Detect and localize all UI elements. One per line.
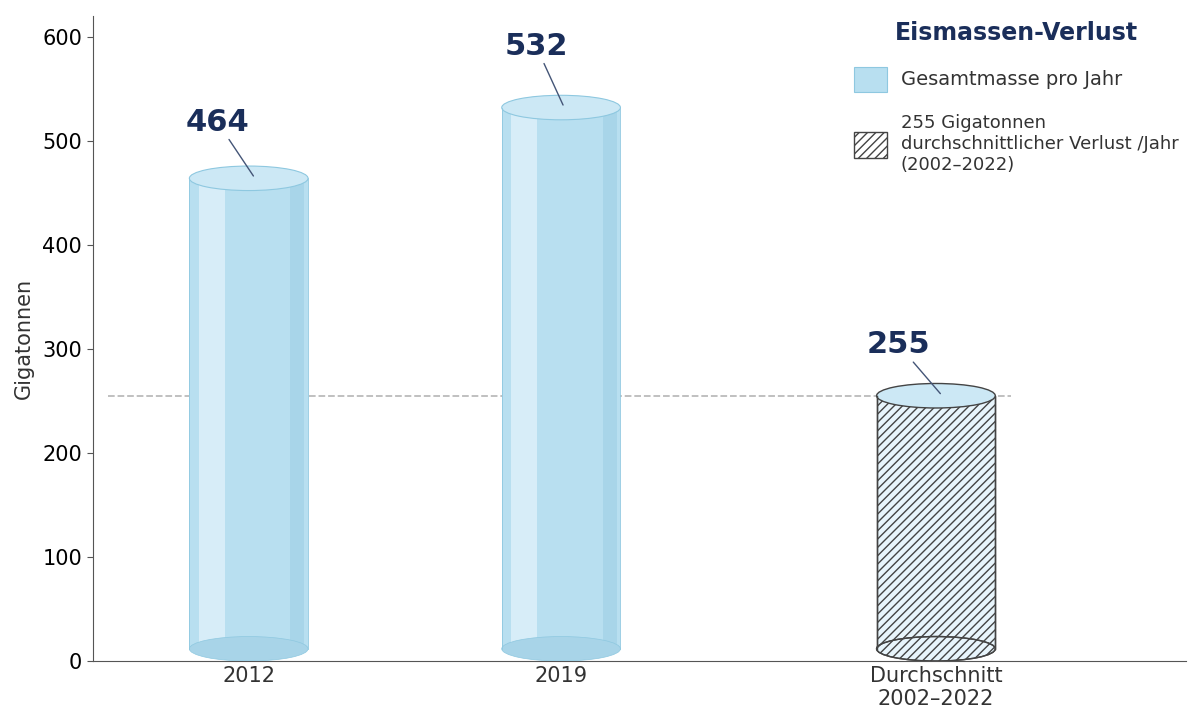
Bar [290,179,305,649]
Ellipse shape [502,636,620,661]
Ellipse shape [876,636,995,661]
Ellipse shape [876,383,995,408]
Ellipse shape [190,636,308,661]
Bar [190,179,308,649]
Ellipse shape [502,95,620,120]
Bar [502,108,620,649]
Bar [199,179,224,649]
Legend: Gesamtmasse pro Jahr, 255 Gigatonnen
durchschnittlicher Verlust /Jahr
(2002–2022: Gesamtmasse pro Jahr, 255 Gigatonnen dur… [845,12,1188,183]
Bar [602,108,617,649]
Text: 532: 532 [504,32,568,105]
Bar [511,108,538,649]
Text: 464: 464 [186,108,253,176]
Ellipse shape [190,166,308,191]
Bar [876,395,995,649]
Text: 255: 255 [866,330,941,393]
Y-axis label: Gigatonnen: Gigatonnen [14,278,34,399]
